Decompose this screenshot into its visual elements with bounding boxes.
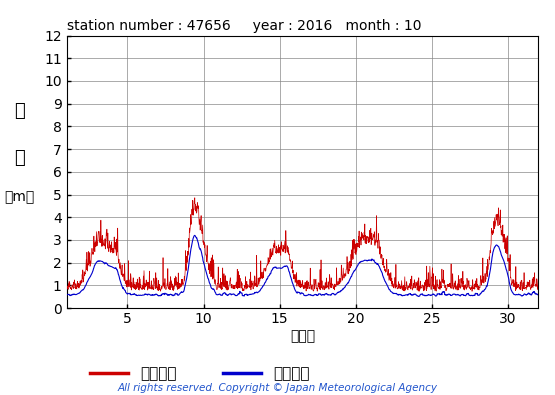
Text: station number : 47656     year : 2016   month : 10: station number : 47656 year : 2016 month… [67,19,421,33]
Text: （m）: （m） [4,190,34,205]
Legend: 最大波高, 有義波高: 最大波高, 有義波高 [84,361,316,387]
X-axis label: （日）: （日） [290,329,315,343]
Text: 波: 波 [14,102,25,120]
Text: All rights reserved. Copyright © Japan Meteorological Agency: All rights reserved. Copyright © Japan M… [118,383,437,393]
Text: 高: 高 [14,149,25,167]
